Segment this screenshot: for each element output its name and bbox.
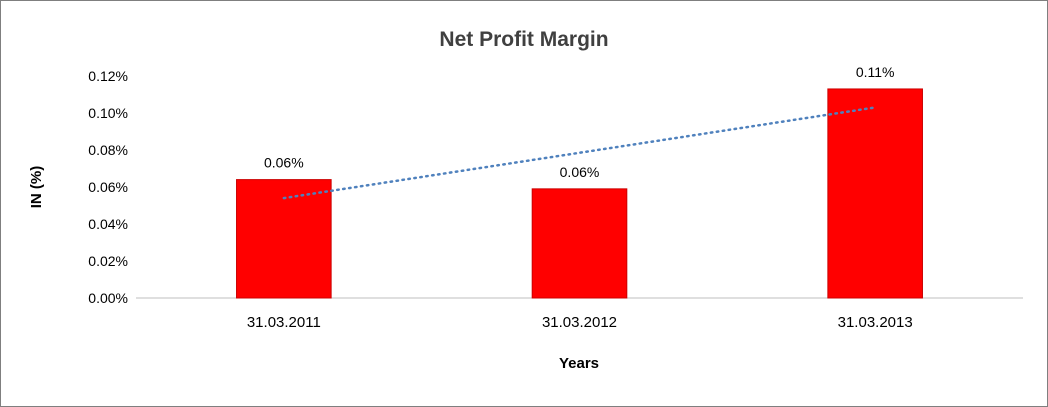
y-tick-label: 0.06% [88, 179, 128, 195]
bar-value-label: 0.11% [856, 64, 895, 80]
x-category-label: 31.03.2012 [542, 314, 617, 331]
chart-title: Net Profit Margin [439, 28, 608, 51]
bar [531, 188, 628, 299]
x-axis-title: Years [559, 355, 599, 372]
y-tick-label: 0.12% [88, 68, 128, 84]
y-tick-label: 0.04% [88, 216, 128, 232]
bar-value-label: 0.06% [264, 155, 304, 171]
y-tick-label: 0.00% [88, 290, 128, 306]
y-axis-title: IN (%) [28, 166, 45, 209]
y-tick-label: 0.02% [88, 253, 128, 269]
y-tick-label: 0.08% [88, 142, 128, 158]
y-tick-label: 0.10% [88, 105, 128, 121]
x-category-label: 31.03.2011 [247, 314, 321, 331]
plot-area: 0.00% 0.02% 0.04% 0.06% 0.08% 0.10% 0.12% 0.06%… [88, 64, 1023, 331]
bar [827, 88, 923, 299]
trendline [282, 106, 877, 200]
x-category-label: 31.03.2013 [838, 314, 913, 331]
bar-value-label: 0.06% [560, 164, 600, 180]
